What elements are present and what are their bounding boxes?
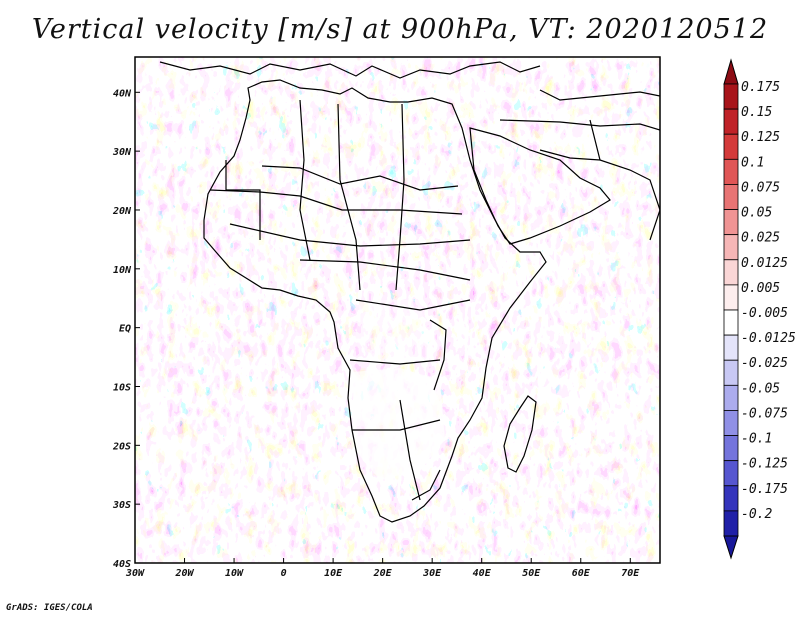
colorbar-swatch bbox=[723, 384, 739, 411]
lat-tick-label: 30S bbox=[112, 500, 131, 511]
lat-tick-label: 10S bbox=[113, 382, 131, 393]
colorbar-swatch bbox=[723, 284, 739, 311]
lat-tick-label: EQ bbox=[119, 324, 131, 335]
madagascar-coastline bbox=[503, 395, 537, 473]
colorbar-label: 0.025 bbox=[741, 231, 780, 246]
arabia-coastline bbox=[469, 127, 611, 245]
colorbar-swatch bbox=[723, 133, 739, 160]
colorbar-swatch bbox=[723, 359, 739, 386]
lat-tick-label: 40N bbox=[113, 88, 132, 99]
colorbar-label: -0.005 bbox=[741, 306, 788, 321]
lon-tick-label: 30W bbox=[125, 568, 145, 579]
velocity-field bbox=[135, 57, 660, 563]
colorbar-swatch bbox=[723, 485, 739, 512]
lat-tick-label: 20N bbox=[112, 206, 132, 217]
colorbar-label: 0.175 bbox=[741, 80, 780, 95]
africa-coastline bbox=[203, 79, 547, 523]
colorbar-label: 0.1 bbox=[741, 155, 764, 170]
colorbar-swatch bbox=[723, 460, 739, 487]
colorbar-label: 0.125 bbox=[741, 130, 780, 145]
lon-tick-label: 30E bbox=[422, 568, 442, 579]
colorbar-label: -0.0125 bbox=[741, 331, 796, 346]
lon-tick-label: 40E bbox=[473, 568, 492, 579]
colorbar-swatch bbox=[723, 309, 739, 336]
lon-tick-label: 20W bbox=[174, 568, 194, 579]
colorbar-label: -0.2 bbox=[741, 507, 772, 522]
latitude-axis: 40N 30N 20N 10N EQ 10S 20S 30S 40S bbox=[112, 88, 140, 570]
colorbar-swatch bbox=[723, 158, 739, 185]
plot-frame bbox=[134, 56, 661, 564]
asia-coastline bbox=[539, 149, 660, 241]
colorbar-label: 0.0125 bbox=[741, 256, 788, 271]
colorbar-label: -0.125 bbox=[741, 457, 788, 472]
colorbar-swatch bbox=[723, 108, 739, 135]
colorbar-bottom-cap bbox=[723, 535, 739, 560]
colorbar-label: -0.075 bbox=[741, 406, 788, 421]
map-title: Vertical velocity [m/s] at 900hPa, VT: 2… bbox=[31, 14, 769, 45]
colorbar-swatch bbox=[723, 234, 739, 261]
colorbar-label: -0.175 bbox=[741, 482, 788, 497]
lon-tick-label: 0 bbox=[281, 568, 287, 579]
lon-tick-label: 10E bbox=[324, 568, 343, 579]
lat-tick-label: 30N bbox=[112, 147, 132, 158]
coastlines bbox=[159, 61, 660, 523]
colorbar-label: 0.075 bbox=[741, 180, 780, 195]
lat-tick-label: 10N bbox=[113, 265, 132, 276]
lon-tick-label: 70E bbox=[621, 568, 640, 579]
colorbar-label: -0.05 bbox=[741, 381, 780, 396]
colorbar: 0.175 0.15 0.125 0.1 0.075 0.05 0.025 0.0125 0.0… bbox=[723, 58, 796, 560]
lat-tick-label: 20S bbox=[112, 441, 131, 452]
colorbar-swatch bbox=[723, 334, 739, 361]
colorbar-label: -0.1 bbox=[741, 432, 772, 447]
colorbar-swatch bbox=[723, 435, 739, 462]
colorbar-label: 0.15 bbox=[741, 105, 772, 120]
colorbar-swatch bbox=[723, 83, 739, 110]
colorbar-swatch bbox=[723, 410, 739, 436]
lon-tick-label: 60E bbox=[572, 568, 591, 579]
colorbar-swatch bbox=[723, 209, 739, 236]
longitude-axis: 30W 20W 10W 0 10E 20E 30E 40E 50E 60E 70E bbox=[125, 558, 640, 579]
colorbar-top-cap bbox=[723, 58, 739, 85]
lat-tick-label: 40S bbox=[113, 559, 131, 570]
lon-tick-label: 20E bbox=[373, 568, 393, 579]
colorbar-swatch bbox=[723, 184, 739, 210]
colorbar-swatch bbox=[723, 259, 739, 286]
colorbar-label: 0.05 bbox=[741, 206, 772, 221]
lon-tick-label: 10W bbox=[225, 568, 244, 579]
colorbar-label: 0.005 bbox=[741, 281, 780, 296]
colorbar-label: -0.025 bbox=[741, 356, 788, 371]
lon-tick-label: 50E bbox=[522, 568, 541, 579]
europe-coastline bbox=[159, 61, 541, 79]
footer-credit: GrADS: IGES/COLA bbox=[6, 603, 93, 613]
colorbar-swatch bbox=[723, 510, 739, 537]
